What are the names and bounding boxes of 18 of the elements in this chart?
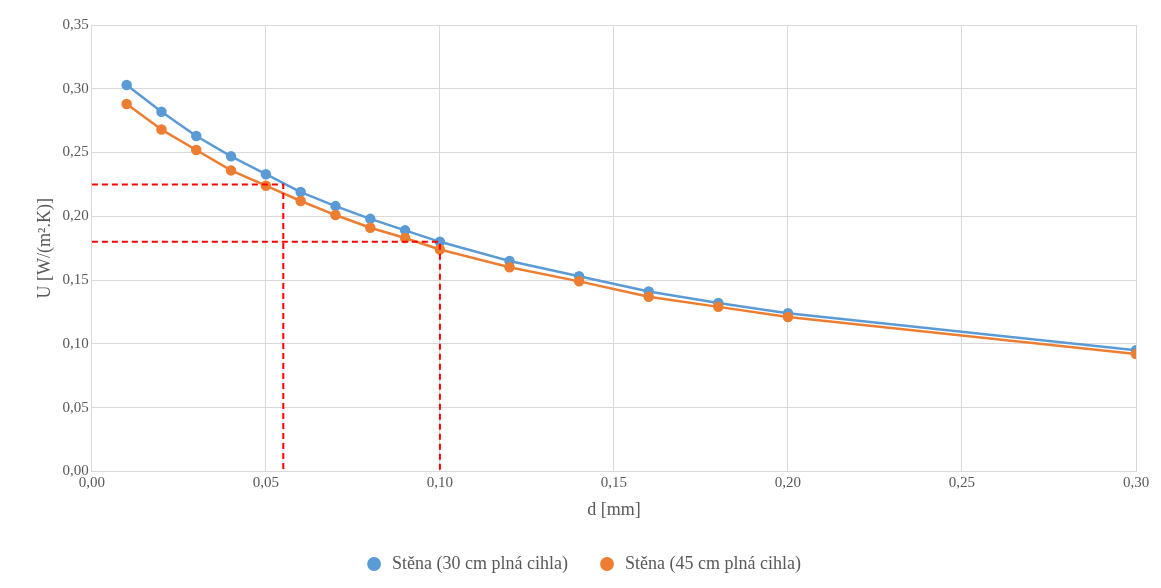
y-tick-label: 0,25 bbox=[62, 143, 89, 160]
x-tick-label: 0,10 bbox=[426, 474, 454, 491]
x-tick-label: 0,00 bbox=[78, 474, 105, 491]
y-tick-label: 0,10 bbox=[62, 334, 89, 351]
x-tick-label: 0,25 bbox=[948, 474, 976, 491]
x-axis-title: d [mm] bbox=[587, 498, 641, 519]
y-tick-label: 0,30 bbox=[62, 79, 89, 96]
x-tick-label: 0,15 bbox=[600, 474, 628, 491]
y-tick-label: 0,15 bbox=[62, 271, 89, 288]
y-tick-label: 0,05 bbox=[62, 398, 89, 415]
x-tick-label: 0,30 bbox=[1122, 474, 1150, 491]
y-tick-label: 0,35 bbox=[62, 15, 89, 32]
y-tick-label: 0,20 bbox=[62, 207, 89, 224]
y-axis-title: U [W/(m².K)] bbox=[33, 198, 55, 299]
legend-label: Stěna (30 cm plná cihla) bbox=[392, 552, 569, 574]
x-tick-label: 0,20 bbox=[774, 474, 802, 491]
x-tick-label: 0,05 bbox=[252, 474, 279, 491]
legend-label: Stěna (45 cm plná cihla) bbox=[625, 552, 801, 574]
